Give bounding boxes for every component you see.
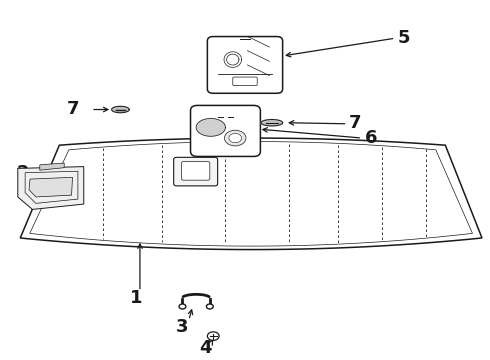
Text: 7: 7 [67,100,79,118]
Text: 6: 6 [365,129,377,147]
Polygon shape [112,106,129,113]
Text: 2: 2 [17,165,29,183]
Polygon shape [18,167,84,210]
Text: 7: 7 [349,114,362,132]
FancyBboxPatch shape [181,162,210,180]
Circle shape [179,304,186,309]
FancyBboxPatch shape [173,157,218,186]
Circle shape [224,130,246,146]
Polygon shape [40,163,64,170]
FancyBboxPatch shape [233,77,257,86]
FancyBboxPatch shape [207,37,283,93]
Text: 4: 4 [199,339,212,357]
Text: 5: 5 [397,29,410,47]
Text: 1: 1 [130,289,143,307]
Polygon shape [20,138,482,249]
Polygon shape [261,120,283,126]
Text: 3: 3 [176,318,189,336]
Circle shape [207,332,219,341]
Polygon shape [196,118,225,136]
Circle shape [229,134,242,143]
Polygon shape [29,177,73,197]
Circle shape [206,304,213,309]
FancyBboxPatch shape [191,105,260,157]
